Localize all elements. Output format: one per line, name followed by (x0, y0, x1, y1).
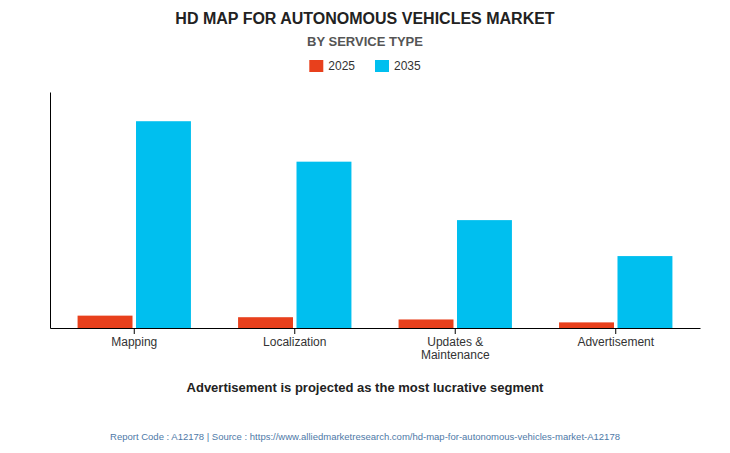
x-tick-mark (294, 328, 295, 334)
legend-label: 2025 (328, 59, 355, 73)
x-tick: Mapping (111, 328, 157, 349)
legend: 2025 2035 (309, 59, 421, 73)
bar (78, 316, 133, 328)
legend-item: 2035 (375, 59, 421, 73)
bars (78, 121, 673, 328)
x-axis: Mapping Localization Updates &Maintenance A… (51, 328, 701, 362)
bar (136, 121, 191, 328)
x-tick-mark (455, 328, 456, 334)
y-axis-line (50, 93, 51, 329)
legend-swatch (375, 60, 389, 72)
x-tick-mark (134, 328, 135, 334)
x-tick-label: Advertisement (577, 335, 654, 349)
bar (617, 256, 672, 328)
bar (457, 220, 512, 328)
legend-label: 2035 (394, 59, 421, 73)
footer: Report Code : A12178 | Source : https://… (110, 431, 620, 442)
x-tick-label: Mapping (111, 335, 157, 349)
plot: Mapping Localization Updates &Maintenance A… (51, 93, 701, 363)
bar (297, 162, 352, 328)
x-tick-mark (615, 328, 616, 334)
bar (559, 322, 614, 328)
title: HD MAP FOR AUTONOMOUS VEHICLES MARKET (175, 10, 555, 27)
x-axis-line (51, 328, 701, 329)
y-axis (50, 93, 51, 329)
subtitle: BY SERVICE TYPE (307, 34, 423, 49)
legend-item: 2025 (309, 59, 355, 73)
x-tick-label: Updates &Maintenance (421, 335, 490, 363)
annotation: Advertisement is projected as the most l… (187, 380, 545, 395)
bar (399, 319, 454, 328)
x-tick: Localization (263, 328, 326, 349)
x-tick: Advertisement (577, 328, 654, 349)
x-tick: Updates &Maintenance (421, 328, 490, 362)
bar (238, 317, 293, 328)
legend-swatch (309, 60, 323, 72)
chart: HD MAP FOR AUTONOMOUS VEHICLES MARKET BY … (0, 0, 730, 453)
x-tick-label: Localization (263, 335, 326, 349)
